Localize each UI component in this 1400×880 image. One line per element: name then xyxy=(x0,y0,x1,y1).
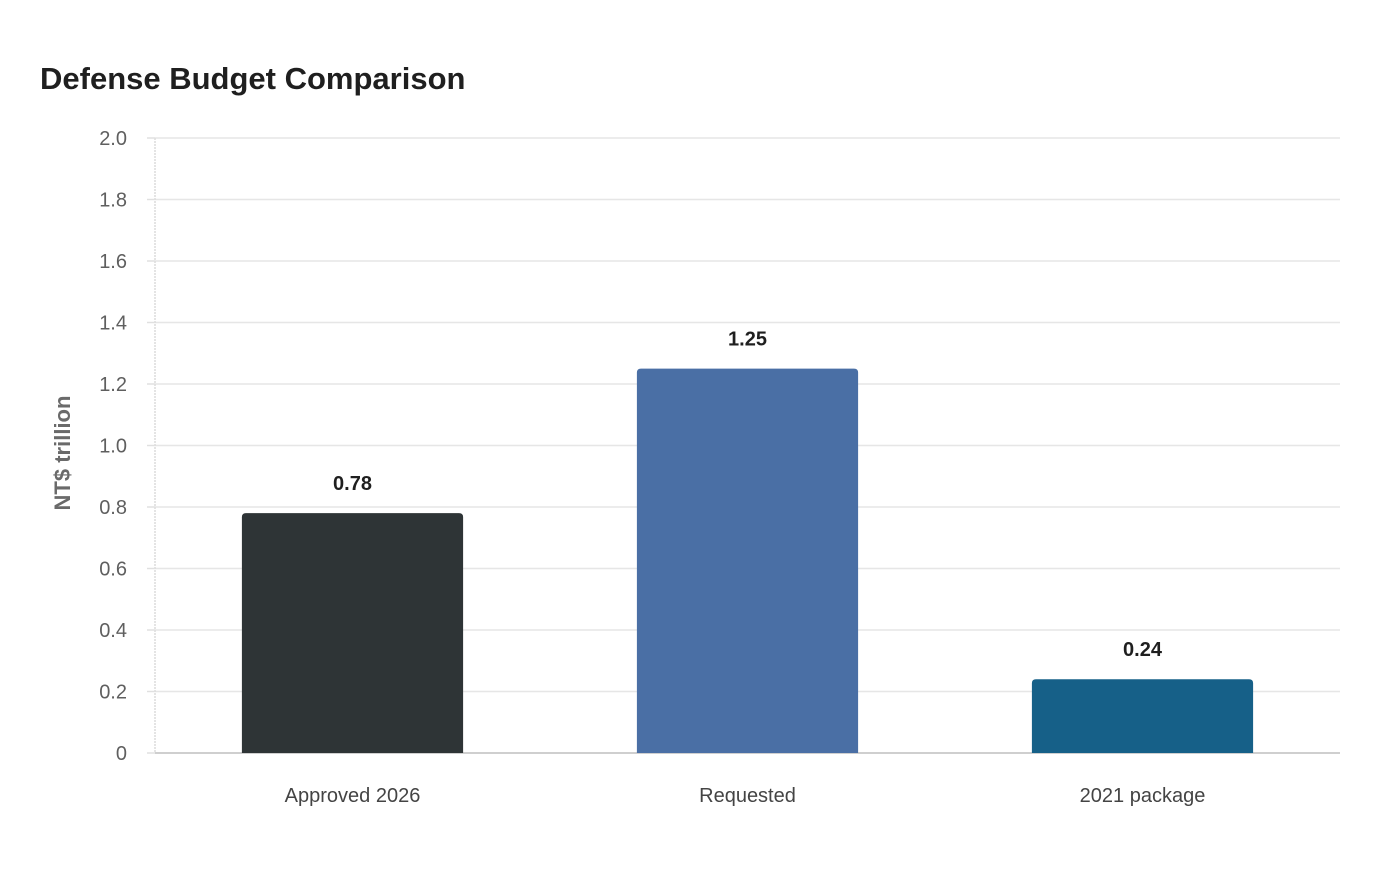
data-label: 0.78 xyxy=(333,473,372,495)
chart-title: Defense Budget Comparison xyxy=(40,61,466,96)
x-tick-label: Approved 2026 xyxy=(285,785,421,807)
y-tick-label: 0.6 xyxy=(99,559,127,581)
x-axis-categories: Approved 2026 Requested 2021 package xyxy=(285,785,1206,807)
y-tick-label: 1.2 xyxy=(99,374,127,396)
x-tick-label: 2021 package xyxy=(1080,785,1206,807)
y-tick-label: 1.6 xyxy=(99,251,127,273)
y-tick-label: 0.8 xyxy=(99,497,127,519)
y-tick-label: 2.0 xyxy=(99,128,127,150)
y-axis-title: NT$ trillion xyxy=(50,396,75,511)
data-label: 1.25 xyxy=(728,329,767,351)
bar-2021-package xyxy=(1031,679,1254,753)
y-tick-label: 1.0 xyxy=(99,436,127,458)
y-tick-label: 0.4 xyxy=(99,620,127,642)
value-labels: 0.78 1.25 0.24 xyxy=(333,329,1163,662)
y-axis-ticks: 0 0.2 0.4 0.6 0.8 1.0 1.2 1.4 1.6 1.8 2.0 xyxy=(99,128,155,765)
y-tick-label: 1.4 xyxy=(99,313,127,335)
bar-approved-2026 xyxy=(241,513,464,753)
y-tick-label: 0 xyxy=(116,743,127,765)
data-label: 0.24 xyxy=(1123,639,1163,661)
bar-requested xyxy=(636,368,859,753)
bars xyxy=(241,368,1254,753)
y-tick-label: 0.2 xyxy=(99,682,127,704)
x-tick-label: Requested xyxy=(699,785,796,807)
y-tick-label: 1.8 xyxy=(99,190,127,212)
